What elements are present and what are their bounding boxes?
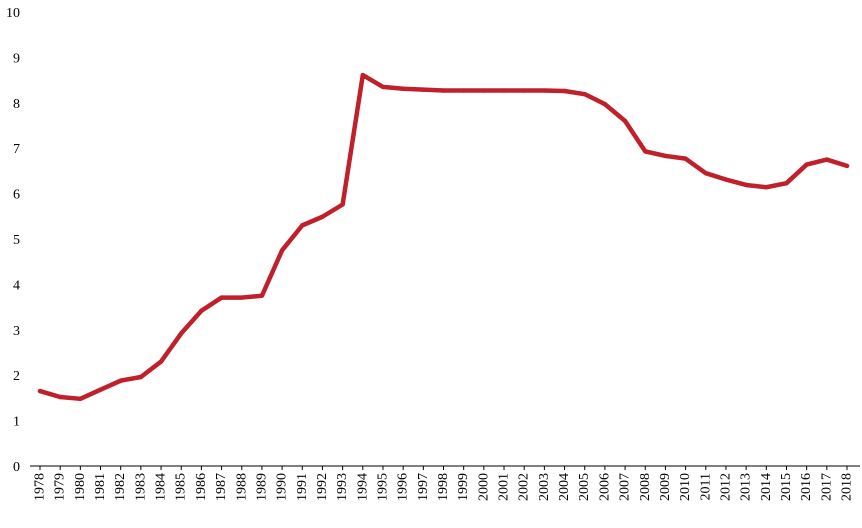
x-axis-ticks: 1978 1979 1980 1981 1982 1983 1984 1985 1986 1987… (33, 466, 855, 501)
x-tick-label: 1979 (53, 473, 68, 501)
x-tick-label: 2013 (739, 473, 754, 501)
y-tick-label: 2 (13, 369, 20, 384)
x-tick-label: 1993 (335, 473, 350, 501)
data-point (421, 87, 426, 92)
data-point (824, 157, 830, 162)
x-tick-label: 2017 (819, 473, 834, 501)
data-point (158, 359, 164, 364)
x-tick-label: 1995 (375, 473, 390, 501)
y-tick-label: 0 (13, 460, 20, 475)
data-point (138, 374, 144, 380)
data-point (562, 88, 567, 94)
x-tick-label: 1990 (275, 473, 290, 501)
x-tick-label: 2012 (718, 473, 733, 501)
x-tick-label: 2009 (658, 473, 673, 501)
y-tick-label: 5 (13, 233, 20, 248)
data-point (400, 86, 406, 91)
x-tick-label: 2002 (517, 473, 532, 501)
data-point (703, 170, 708, 176)
x-tick-label: 2000 (476, 473, 491, 501)
data-point (663, 153, 668, 159)
x-tick-label: 2001 (497, 473, 512, 501)
x-tick-label: 1997 (416, 473, 431, 501)
data-point (441, 88, 446, 93)
x-tick-label: 2011 (698, 473, 713, 500)
x-tick-label: 1978 (33, 473, 48, 501)
x-tick-label: 2018 (840, 473, 855, 501)
x-tick-label: 2016 (799, 473, 814, 501)
x-tick-label: 2007 (618, 473, 633, 501)
y-tick-label: 8 (13, 97, 20, 112)
data-point (98, 387, 103, 392)
data-point (643, 149, 648, 154)
x-tick-label: 1999 (456, 473, 471, 501)
x-tick-label: 1989 (254, 473, 269, 501)
y-tick-label: 1 (13, 415, 20, 430)
data-point (582, 91, 587, 97)
x-tick-label: 1996 (396, 473, 411, 501)
data-point (300, 223, 305, 228)
series-group (37, 72, 850, 402)
data-point (844, 163, 850, 169)
data-point (360, 72, 365, 78)
data-point (239, 295, 244, 300)
data-point (743, 182, 749, 188)
x-tick-label: 1994 (355, 473, 370, 501)
x-tick-label: 1982 (113, 473, 128, 501)
y-tick-label: 10 (6, 6, 20, 21)
data-point (380, 84, 386, 90)
data-point (279, 248, 285, 253)
data-point (461, 88, 466, 93)
x-tick-label: 1983 (133, 473, 148, 501)
x-tick-label: 1981 (93, 473, 108, 501)
x-tick-label: 2010 (678, 473, 693, 501)
x-tick-label: 1988 (234, 473, 249, 501)
data-point (602, 101, 608, 107)
y-tick-label: 7 (13, 142, 20, 157)
data-point (542, 88, 547, 93)
x-tick-label: 2003 (537, 473, 552, 501)
data-point (179, 331, 184, 336)
x-tick-label: 2005 (577, 473, 592, 501)
y-tick-label: 3 (13, 324, 20, 339)
data-point (259, 293, 265, 298)
data-point (622, 118, 628, 124)
x-tick-label: 1984 (154, 473, 169, 501)
data-point (199, 308, 204, 313)
data-point (219, 295, 224, 300)
x-tick-label: 1980 (73, 473, 88, 501)
data-point (118, 378, 123, 383)
y-axis-ticks: 0 1 2 3 4 5 6 7 8 9 10 (6, 6, 20, 475)
x-tick-label: 1987 (214, 473, 229, 501)
x-tick-label: 2006 (597, 473, 612, 501)
data-point (723, 177, 729, 182)
x-tick-label: 1998 (436, 473, 451, 501)
data-point (804, 162, 809, 167)
x-tick-label: 2008 (638, 473, 653, 501)
y-tick-label: 4 (13, 278, 20, 293)
data-point (78, 396, 83, 402)
data-point (522, 88, 527, 93)
x-tick-label: 1986 (194, 473, 209, 501)
y-tick-label: 6 (13, 188, 20, 203)
series-line (37, 72, 850, 402)
x-tick-label: 1991 (295, 473, 310, 501)
y-tick-label: 9 (13, 51, 20, 66)
data-point (37, 388, 43, 394)
data-point (764, 185, 769, 190)
x-tick-label: 2015 (779, 473, 794, 501)
data-point (683, 156, 688, 161)
data-point (784, 180, 789, 186)
data-point (320, 214, 325, 219)
data-point (501, 88, 507, 93)
data-point (57, 394, 63, 400)
data-point (481, 88, 487, 93)
x-tick-label: 2004 (557, 473, 572, 501)
data-point (340, 202, 345, 207)
x-tick-label: 1992 (315, 473, 330, 501)
x-tick-label: 1985 (174, 473, 189, 501)
x-tick-label: 2014 (759, 473, 774, 501)
